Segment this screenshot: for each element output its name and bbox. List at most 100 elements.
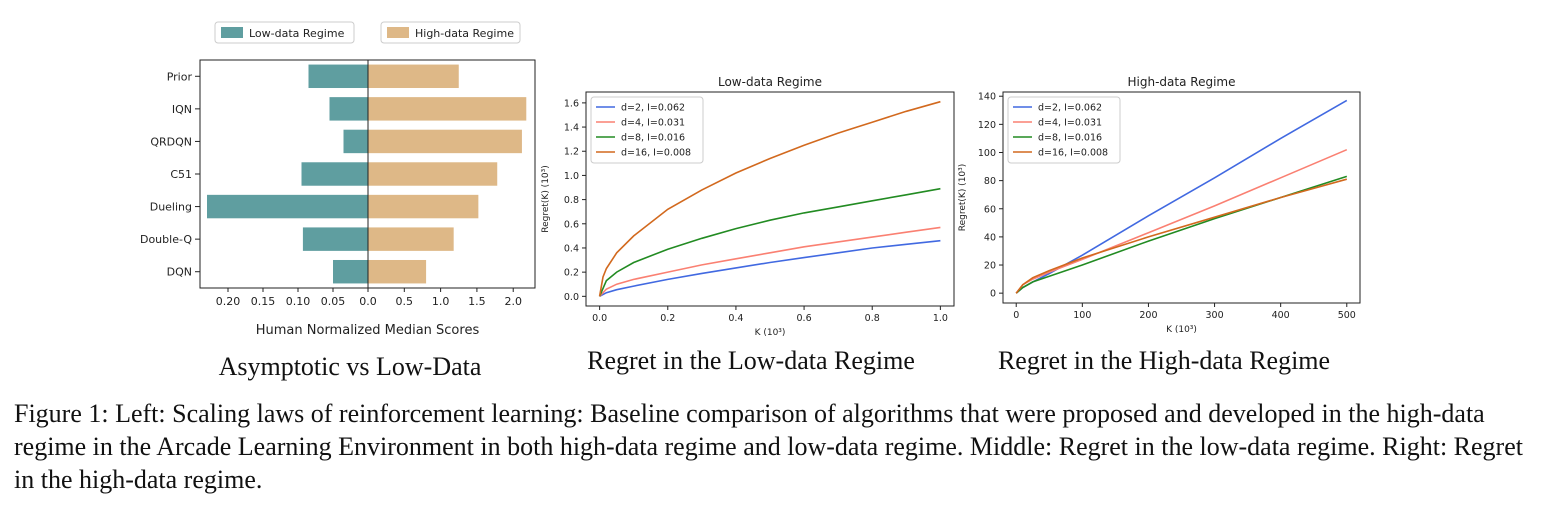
high-ytick-label-4: 80 [984,176,996,187]
low-legend-label-3: d=16, I=0.008 [621,148,691,159]
low-ytick-label-3: 0.6 [564,219,579,230]
category-label-2: QRDQN [150,135,192,148]
legend-box-0 [214,21,355,44]
bar-high-2 [368,129,522,154]
high-ylabel: Regret(K) (10³) [958,164,968,232]
high-xtick-label-4: 400 [1272,310,1290,321]
high-xtick-label-1: 100 [1073,310,1091,321]
bar-low-5 [302,227,368,251]
low-xtick-label-2: 0.4 [728,313,743,324]
high-ytick-label-7: 140 [978,92,996,103]
category-label-5: Double-Q [140,233,192,246]
xtick-low-label-1: 0.15 [251,295,276,308]
bar-high-0 [368,64,459,89]
low-xtick-label-3: 0.6 [797,313,812,324]
low-xtick-label-4: 0.8 [865,313,880,324]
category-label-1: IQN [172,103,192,116]
legend-swatch-0 [221,27,243,38]
low-legend-box [590,96,704,164]
bar-low-6 [333,259,368,284]
high-ytick-label-0: 0 [990,289,996,300]
bar-high-4 [368,194,479,219]
xtick-low-label-0: 0.20 [216,295,241,308]
high-legend-label-3: d=16, I=0.008 [1038,148,1108,159]
subcaption-left: Asymptotic vs Low-Data [218,352,482,381]
subcaption-middle: Regret in the Low-data Regime [587,346,915,375]
bar-low-0 [308,64,368,89]
category-label-3: C51 [170,168,192,181]
figure-canvas: Low-data Regime High-data Regime Prior IQN Q… [140,21,1361,338]
figure-caption: Figure 1: Left: Scaling laws of reinforc… [14,399,1523,494]
high-frame [1002,91,1361,304]
xtick-low-label-3: 0.05 [321,295,346,308]
bar-high-1 [368,97,527,121]
legend-box-1 [380,21,521,44]
low-legend: d=2, I=0.062 d=4, I=0.031 d=8, I=0.016 d=16… [590,96,704,164]
bar-high-5 [368,227,454,251]
high-chart: High-data Regime 0 100 200 300 400 500 0 20 40 60 8… [958,75,1361,335]
category-label-0: Prior [167,70,193,83]
xtick-high-label-3: 1.5 [468,295,486,308]
bar-low-2 [343,129,368,154]
high-title: High-data Regime [1128,75,1236,89]
subcaption-right: Regret in the High-data Regime [997,346,1331,375]
bar-xlabel: Human Normalized Median Scores [256,323,480,338]
bar-high-6 [368,259,427,284]
bar-legend: Low-data Regime High-data Regime [214,21,521,44]
low-title: Low-data Regime [718,75,822,89]
high-series-line-2 [1015,175,1348,294]
low-ylabel: Regret(K) (10³) [541,165,551,233]
high-legend: d=2, I=0.062 d=4, I=0.031 d=8, I=0.016 d=16… [1007,96,1121,164]
low-ytick-label-5: 1.0 [564,171,579,182]
low-legend-label-1: d=4, I=0.031 [621,118,685,129]
low-xtick-label-5: 1.0 [933,313,948,324]
low-chart: Low-data Regime 0.0 0.2 0.4 0.6 0.8 1.0 0.0 0.2 0… [541,75,955,338]
high-xlabel: K (10³) [1166,325,1197,335]
low-frame [585,91,955,307]
low-series-line-2 [598,187,941,297]
high-xtick-label-3: 300 [1205,310,1223,321]
low-ytick-label-1: 0.2 [564,268,579,279]
high-ytick-label-3: 60 [984,204,996,215]
low-xtick-label-0: 0.0 [592,313,607,324]
low-xtick-label-1: 0.2 [660,313,675,324]
legend-label-0: Low-data Regime [249,27,345,40]
legend-swatch-1 [387,27,409,38]
low-ytick-label-6: 1.2 [564,147,579,158]
high-xtick-label-2: 200 [1139,310,1157,321]
high-series-line-3 [1015,178,1348,294]
low-series-line-0 [599,239,941,298]
low-series-line-1 [599,226,941,297]
category-label-6: DQN [167,266,192,279]
high-legend-label-1: d=4, I=0.031 [1038,118,1102,129]
high-ytick-label-5: 100 [978,148,996,159]
xtick-high-label-1: 0.5 [396,295,414,308]
high-legend-box [1007,96,1121,164]
high-ytick-label-6: 120 [978,120,996,131]
bar-low-3 [301,162,368,186]
xtick-high-label-0: 0.0 [359,295,377,308]
high-legend-label-0: d=2, I=0.062 [1038,103,1102,114]
high-legend-label-2: d=8, I=0.016 [1038,133,1102,144]
xtick-low-label-2: 0.10 [286,295,311,308]
high-xtick-label-0: 0 [1013,310,1019,321]
bar-chart: Low-data Regime High-data Regime Prior IQN Q… [140,21,536,338]
category-label-4: Dueling [150,201,192,214]
low-ytick-label-0: 0.0 [564,292,579,303]
low-ytick-label-8: 1.6 [564,98,579,109]
high-xtick-label-5: 500 [1338,310,1356,321]
low-ytick-label-7: 1.4 [564,123,579,134]
bar-high-3 [368,162,498,186]
xtick-high-label-4: 2.0 [504,295,522,308]
low-ytick-label-2: 0.4 [564,243,579,254]
low-xlabel: K (10³) [755,328,786,338]
xtick-high-label-2: 1.0 [432,295,450,308]
low-ytick-label-4: 0.8 [564,195,579,206]
bar-low-4 [207,194,368,219]
high-ytick-label-2: 40 [984,232,996,243]
low-legend-label-0: d=2, I=0.062 [621,103,685,114]
bar-low-1 [329,97,368,121]
high-series-line-1 [1015,148,1348,294]
low-series-line-3 [598,100,941,297]
low-legend-label-2: d=8, I=0.016 [621,133,685,144]
